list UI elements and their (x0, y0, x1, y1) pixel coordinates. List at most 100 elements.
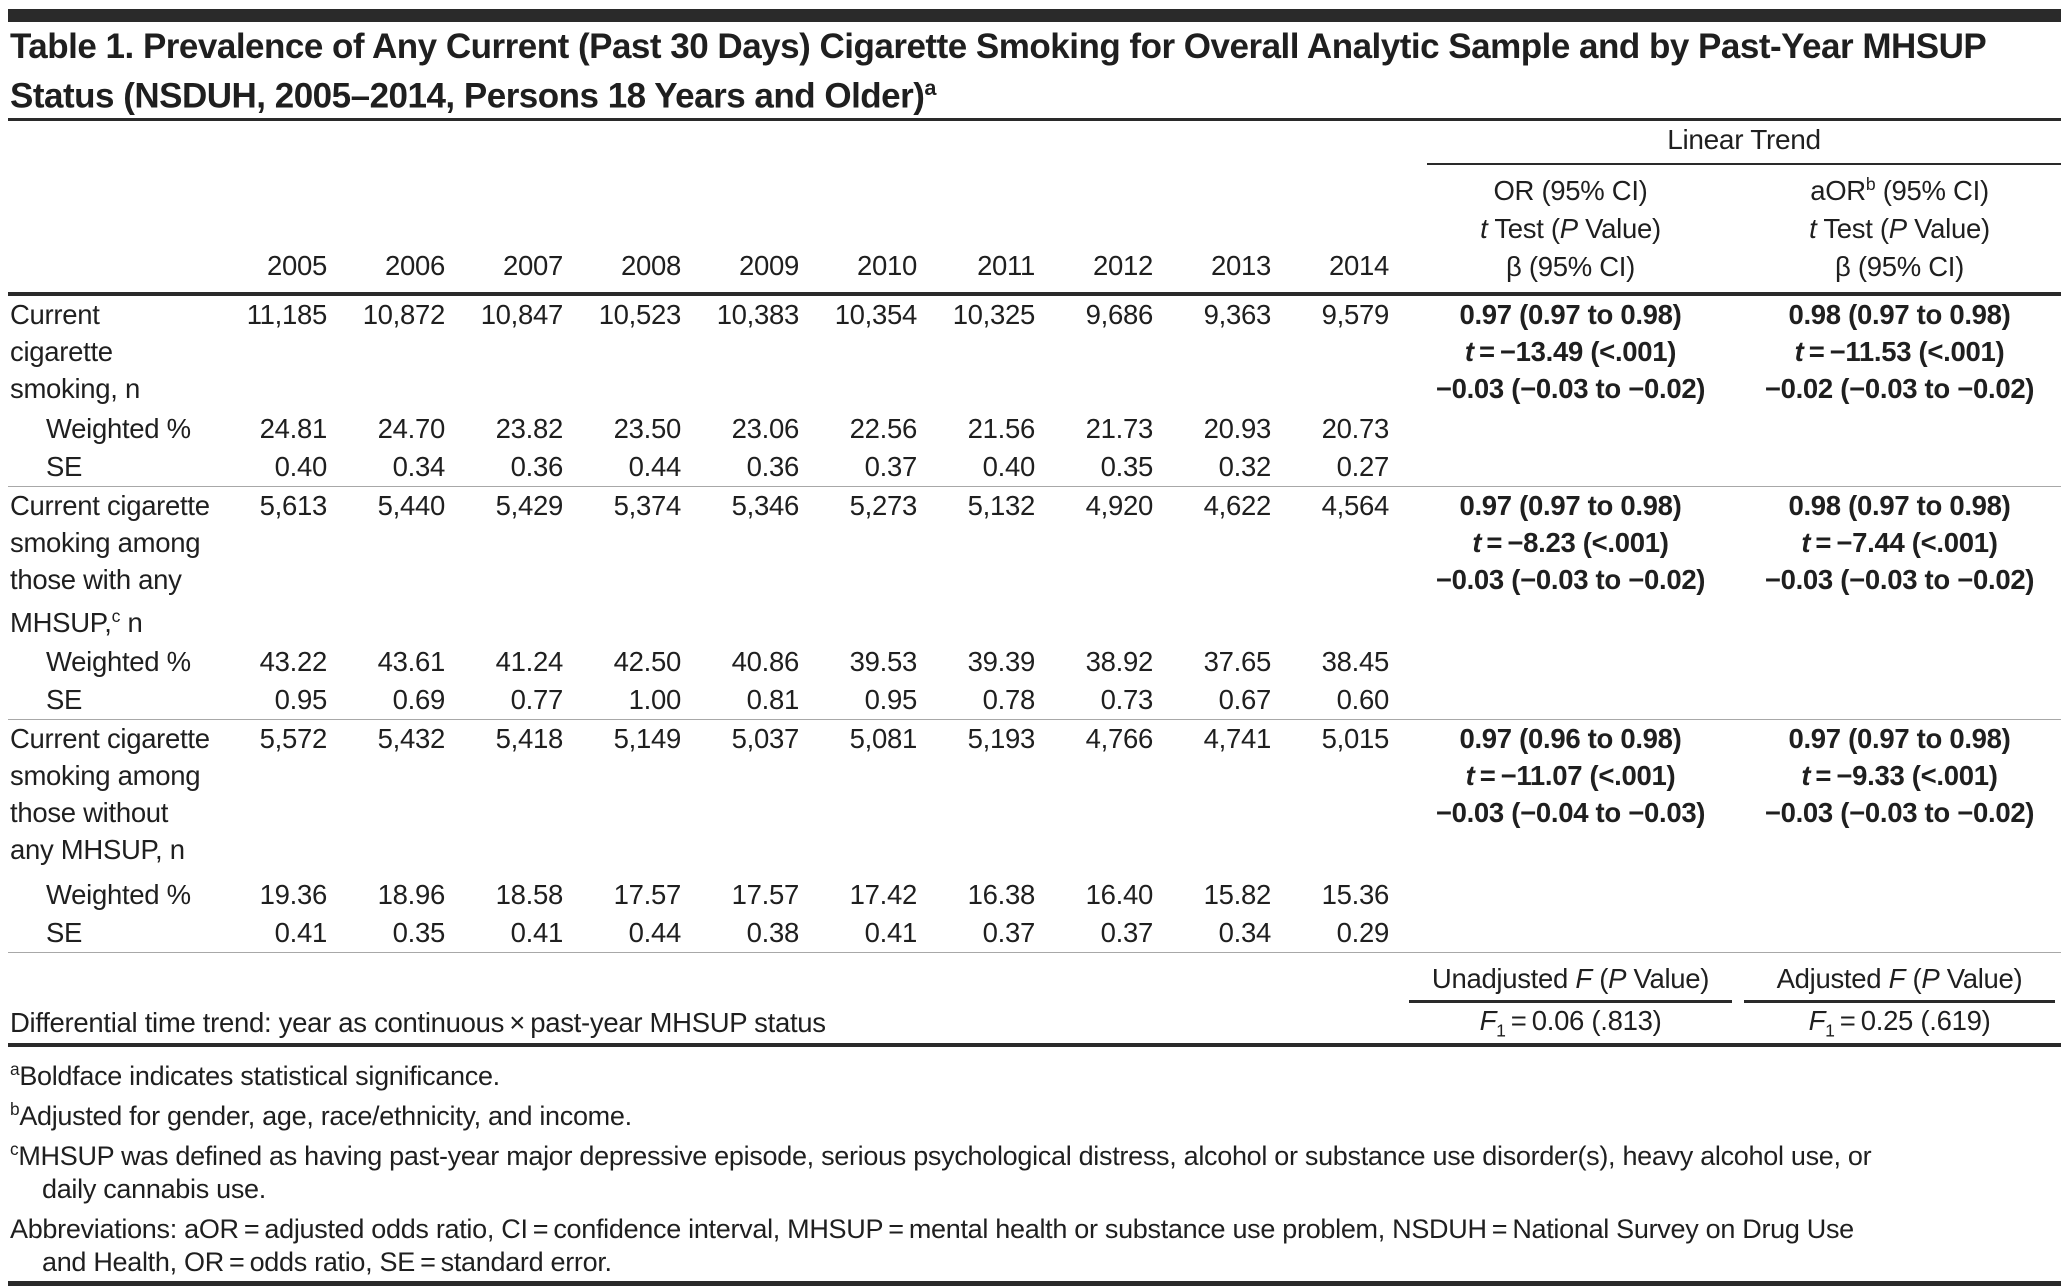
row-label-weighted: Weighted % (46, 412, 191, 444)
weighted-pct-cell: 43.22 (259, 645, 328, 677)
se-cell: 0.40 (223, 447, 341, 488)
year-header: 2008 (577, 164, 695, 296)
weighted-pct-cell: 23.50 (613, 412, 682, 444)
top-rule (8, 9, 2061, 22)
aor-trend-cell: 0.98 (0.97 to 0.98) t = −11.53 (<.001) −… (1764, 298, 2035, 404)
header-row-linear-trend: Linear Trend (8, 121, 2061, 165)
weighted-pct-cell: 17.42 (849, 878, 918, 910)
n-value-cell: 5,081 (849, 723, 918, 755)
row-differential-time-trend: Differential time trend: year as continu… (8, 1002, 2061, 1047)
se-cell: 0.44 (577, 913, 695, 954)
n-value-cell: 5,193 (967, 723, 1036, 755)
se-cell: 0.37 (931, 913, 1049, 954)
weighted-pct-cell: 24.81 (259, 412, 328, 444)
n-value-cell: 5,432 (377, 723, 446, 755)
se-cell: 0.38 (695, 913, 813, 954)
page: Table 1. Prevalence of Any Current (Past… (0, 9, 2069, 1286)
n-value-cell: 4,920 (1085, 490, 1154, 522)
weighted-pct-cell: 15.36 (1321, 878, 1390, 910)
row-f-test-headers: Unadjusted F (P Value) Adjusted F (P Val… (8, 953, 2061, 1003)
n-value-cell: 4,622 (1203, 490, 1272, 522)
row-weighted-pct: Weighted % 19.36 18.96 18.58 17.57 17.57 17.4… (8, 876, 2061, 914)
weighted-pct-cell: 40.86 (731, 645, 800, 677)
weighted-pct-cell: 22.56 (849, 412, 918, 444)
adjusted-f-header: Adjusted F (P Value) (1738, 953, 2061, 1003)
unadjusted-f-value: F1 = 0.06 (.813) (1403, 1002, 1738, 1047)
aor-column-header: aORb (95% CI) t Test (P Value) β (95% CI… (1738, 164, 2061, 296)
n-value-cell: 5,440 (377, 490, 446, 522)
row-smoking-without-mhsup-n: Current cigarette smoking among those wi… (8, 720, 2061, 876)
weighted-pct-cell: 15.82 (1203, 878, 1272, 910)
title-line1: Table 1. Prevalence of Any Current (Past… (10, 27, 1987, 66)
n-value-cell: 10,383 (716, 298, 800, 330)
weighted-pct-cell: 37.65 (1203, 645, 1272, 677)
title-footnote-marker: a (924, 75, 936, 100)
row-weighted-pct: Weighted % 24.81 24.70 23.82 23.50 23.06 22.5… (8, 410, 2061, 448)
header-row-years: 2005 2006 2007 2008 2009 2010 2011 2012 2013 2014… (8, 164, 2061, 296)
or-column-header: OR (95% CI) t Test (P Value) β (95% CI) (1403, 164, 1738, 296)
se-cell: 0.41 (459, 913, 577, 954)
se-cell: 0.95 (223, 680, 341, 721)
row-label-weighted: Weighted % (46, 878, 191, 910)
n-value-cell: 9,363 (1203, 298, 1272, 330)
or-header-line3: β (95% CI) (1506, 250, 1635, 282)
se-cell: 0.60 (1285, 680, 1403, 721)
row-weighted-pct: Weighted % 43.22 43.61 41.24 42.50 40.86 39.5… (8, 643, 2061, 681)
n-value-cell: 5,037 (731, 723, 800, 755)
weighted-pct-cell: 38.45 (1321, 645, 1390, 677)
footnote-b: bAdjusted for gender, age, race/ethnicit… (10, 1098, 632, 1131)
se-cell: 0.37 (813, 447, 931, 488)
weighted-pct-cell: 23.82 (495, 412, 564, 444)
n-value-cell: 11,185 (246, 298, 328, 330)
table-title: Table 1. Prevalence of Any Current (Past… (8, 22, 2061, 121)
se-cell: 0.44 (577, 447, 695, 488)
row-se: SE 0.41 0.35 0.41 0.44 0.38 0.41 0.37 0.37 0.34 0… (8, 913, 2061, 954)
n-value-cell: 10,872 (362, 298, 446, 330)
se-cell: 0.67 (1167, 680, 1285, 721)
or-header-line1: OR (95% CI) (1493, 174, 1648, 206)
weighted-pct-cell: 20.93 (1203, 412, 1272, 444)
footnotes: aBoldface indicates statistical signific… (8, 1053, 2061, 1279)
row-label-se: SE (8, 680, 223, 721)
n-value-cell: 10,325 (952, 298, 1036, 330)
or-header-line2: t Test (P Value) (1480, 212, 1661, 244)
aor-header-line1: aORb (95% CI) (1810, 173, 1989, 206)
prevalence-table: Linear Trend 2005 2006 2007 2008 2009 2010 201… (8, 121, 2061, 1047)
footnote-abbreviations-continued: and Health, OR = odds ratio, SE = standa… (42, 1246, 612, 1277)
weighted-pct-cell: 23.06 (731, 412, 800, 444)
row-current-smoking-n: Current cigarette smoking, n 11,185 10,87… (8, 294, 2061, 410)
year-header: 2006 (341, 164, 459, 296)
title-line2: Status (NSDUH, 2005–2014, Persons 18 Yea… (10, 76, 925, 116)
or-trend-cell: 0.97 (0.96 to 0.98) t = −11.07 (<.001) −… (1435, 723, 1706, 829)
se-cell: 0.77 (459, 680, 577, 721)
row-se: SE 0.40 0.34 0.36 0.44 0.36 0.37 0.40 0.35 0.32 0… (8, 447, 2061, 488)
weighted-pct-cell: 16.40 (1085, 878, 1154, 910)
se-cell: 0.40 (931, 447, 1049, 488)
n-value-cell: 10,523 (598, 298, 682, 330)
n-value-cell: 5,132 (967, 490, 1036, 522)
weighted-pct-cell: 21.56 (967, 412, 1036, 444)
weighted-pct-cell: 21.73 (1085, 412, 1154, 444)
n-value-cell: 5,418 (495, 723, 564, 755)
footnote-c-continued: daily cannabis use. (42, 1173, 266, 1204)
se-cell: 0.34 (341, 447, 459, 488)
aor-header-line3: β (95% CI) (1835, 250, 1964, 282)
weighted-pct-cell: 41.24 (495, 645, 564, 677)
year-header: 2012 (1049, 164, 1167, 296)
adjusted-f-value: F1 = 0.25 (.619) (1738, 1002, 2061, 1047)
footnote-abbreviations: Abbreviations: aOR = adjusted odds ratio… (10, 1213, 1854, 1244)
row-label-without-mhsup: Current cigarette smoking among those wi… (10, 723, 210, 866)
se-cell: 0.69 (341, 680, 459, 721)
se-cell: 0.73 (1049, 680, 1167, 721)
weighted-pct-cell: 39.39 (967, 645, 1036, 677)
linear-trend-label: Linear Trend (1427, 124, 2061, 165)
year-header: 2007 (459, 164, 577, 296)
weighted-pct-cell: 16.38 (967, 878, 1036, 910)
se-cell: 0.81 (695, 680, 813, 721)
n-value-cell: 4,564 (1321, 490, 1390, 522)
aor-header-line2: t Test (P Value) (1809, 212, 1990, 244)
aor-trend-cell: 0.98 (0.97 to 0.98) t = −7.44 (<.001) −0… (1764, 490, 2035, 596)
n-value-cell: 5,613 (259, 490, 328, 522)
weighted-pct-cell: 18.58 (495, 878, 564, 910)
se-cell: 0.35 (341, 913, 459, 954)
